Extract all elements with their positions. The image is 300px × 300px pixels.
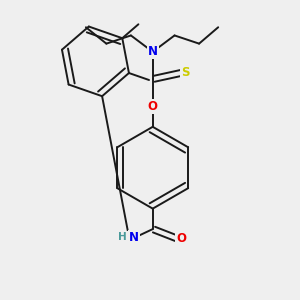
Text: H: H (118, 232, 127, 242)
Text: N: N (148, 45, 158, 58)
Text: S: S (181, 66, 190, 79)
Text: N: N (129, 231, 139, 244)
Text: O: O (176, 232, 186, 245)
Text: O: O (148, 100, 158, 113)
